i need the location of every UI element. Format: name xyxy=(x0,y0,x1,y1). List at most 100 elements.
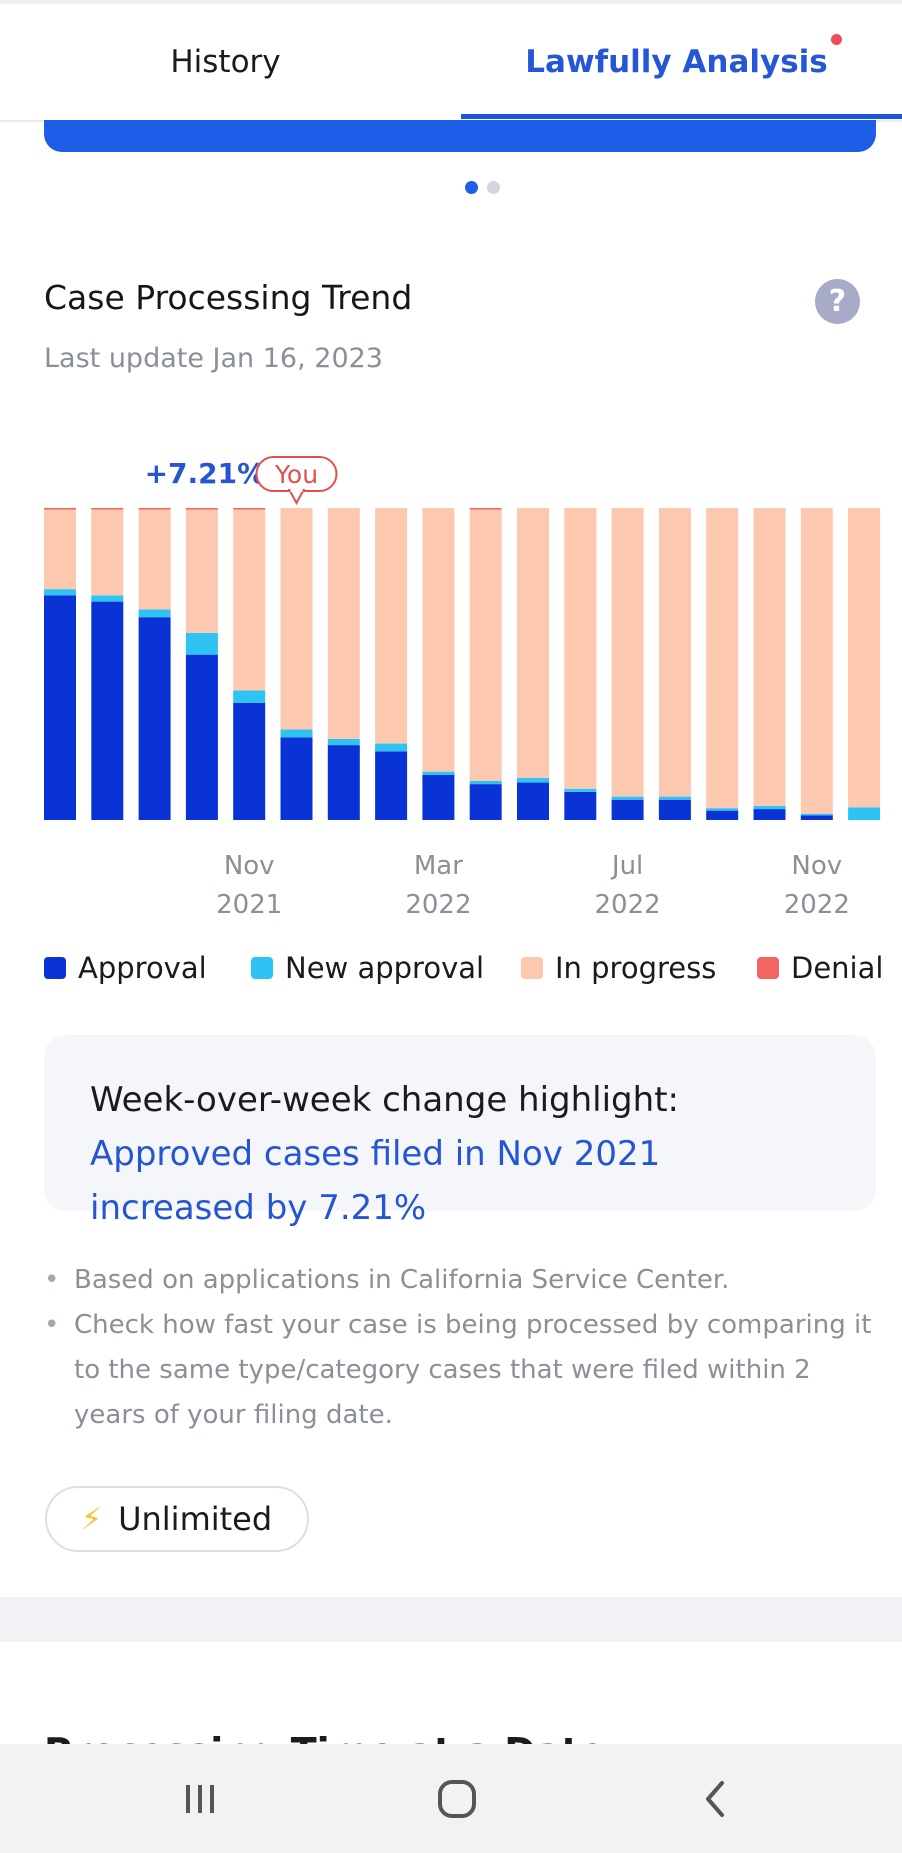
legend-new-approval: New approval xyxy=(251,946,484,990)
pager-dot-active[interactable] xyxy=(465,181,478,194)
x-tick-year: 2022 xyxy=(405,890,471,920)
notes-list: Based on applications in California Serv… xyxy=(44,1258,884,1438)
bar-new-approval-7 xyxy=(375,743,408,752)
bar-new-approval-9 xyxy=(469,781,502,785)
x-tick-month: Nov xyxy=(791,851,842,881)
tab-lawfully-analysis[interactable]: Lawfully Analysis xyxy=(451,4,902,120)
bar-new-approval-3 xyxy=(185,632,218,655)
bar-denial-3 xyxy=(185,508,218,510)
section-title: Case Processing Trend xyxy=(44,278,413,317)
last-update-text: Last update Jan 16, 2023 xyxy=(44,343,383,374)
bar-new-approval-2 xyxy=(138,609,171,618)
note-item: Check how fast your case is being proces… xyxy=(44,1303,884,1438)
lightning-icon: ⚡ xyxy=(81,1501,103,1537)
bar-approval-12 xyxy=(611,799,644,820)
bar-new-approval-6 xyxy=(327,738,360,746)
bar-new-approval-11 xyxy=(564,788,597,792)
bar-approval-0 xyxy=(44,595,76,820)
tab-history-label: History xyxy=(170,44,281,80)
bar-new-approval-12 xyxy=(611,796,644,800)
bar-new-approval-5 xyxy=(280,729,313,738)
bar-in-progress-11 xyxy=(564,508,597,789)
legend-label-approval: Approval xyxy=(78,951,207,985)
bar-approval-10 xyxy=(517,782,549,820)
x-tick-year: 2022 xyxy=(784,890,850,920)
carousel-banner[interactable] xyxy=(44,120,876,152)
you-marker-label: You xyxy=(274,460,318,489)
bar-approval-4 xyxy=(233,703,266,820)
bar-denial-9 xyxy=(469,508,502,510)
bar-approval-8 xyxy=(422,774,455,820)
bar-in-progress-9 xyxy=(469,509,502,781)
bar-in-progress-5 xyxy=(280,508,313,730)
unlimited-button[interactable]: ⚡ Unlimited xyxy=(45,1486,309,1552)
legend-swatch-new-approval xyxy=(251,957,273,979)
bar-in-progress-17 xyxy=(848,508,881,808)
bar-in-progress-10 xyxy=(517,508,549,778)
bar-in-progress-8 xyxy=(422,508,455,772)
change-annotation: +7.21% xyxy=(145,457,266,490)
bar-in-progress-15 xyxy=(753,508,786,806)
bar-approval-6 xyxy=(327,745,360,820)
bar-in-progress-4 xyxy=(233,509,266,691)
tab-bar: History Lawfully Analysis xyxy=(0,4,902,122)
bar-in-progress-7 xyxy=(375,508,408,744)
bar-in-progress-6 xyxy=(327,508,360,739)
bar-approval-9 xyxy=(469,784,502,820)
legend-label-new-approval: New approval xyxy=(285,951,485,985)
bar-approval-13 xyxy=(658,799,691,820)
bar-approval-5 xyxy=(280,737,313,820)
bar-approval-14 xyxy=(706,810,739,820)
recent-apps-icon[interactable] xyxy=(150,1744,250,1853)
bar-approval-11 xyxy=(564,791,597,820)
system-navigation-bar xyxy=(0,1744,902,1853)
bar-in-progress-14 xyxy=(706,508,739,809)
next-section-title-clip: Processing Time at a Date xyxy=(44,1700,844,1744)
bar-new-approval-0 xyxy=(44,589,76,596)
you-marker-pointer-mask xyxy=(290,488,303,492)
bar-in-progress-13 xyxy=(658,508,691,797)
x-tick-month: Jul xyxy=(610,851,643,881)
highlight-prefix: Week-over-week change highlight: xyxy=(90,1080,679,1120)
bar-new-approval-13 xyxy=(658,796,691,800)
legend-in-progress: In progress xyxy=(521,946,716,990)
bar-new-approval-4 xyxy=(233,690,266,703)
bar-in-progress-2 xyxy=(138,509,171,610)
help-icon[interactable]: ? xyxy=(815,279,860,324)
legend-swatch-denial xyxy=(757,957,779,979)
unlimited-label: Unlimited xyxy=(118,1500,273,1538)
bar-denial-2 xyxy=(138,508,171,510)
bar-in-progress-16 xyxy=(800,508,833,814)
bar-approval-16 xyxy=(800,815,833,820)
legend-label-in-progress: In progress xyxy=(555,951,717,985)
legend-swatch-approval xyxy=(44,957,66,979)
bar-denial-1 xyxy=(91,508,124,510)
bar-new-approval-10 xyxy=(517,777,549,783)
bar-approval-7 xyxy=(375,751,408,820)
tab-analysis-label-wrap: Lawfully Analysis xyxy=(525,34,842,80)
bar-new-approval-17 xyxy=(848,807,881,820)
bar-approval-15 xyxy=(753,809,786,820)
bar-in-progress-0 xyxy=(44,509,76,590)
highlight-text: Approved cases filed in Nov 2021 increas… xyxy=(90,1134,661,1228)
x-tick-month: Nov xyxy=(224,851,275,881)
x-tick-year: 2021 xyxy=(216,890,282,920)
legend-approval: Approval xyxy=(44,946,207,990)
bar-approval-3 xyxy=(185,654,218,820)
bar-new-approval-14 xyxy=(706,808,739,811)
bar-approval-1 xyxy=(91,601,124,820)
bar-in-progress-12 xyxy=(611,508,644,797)
bar-in-progress-3 xyxy=(185,509,218,633)
bar-denial-4 xyxy=(233,508,266,510)
home-icon[interactable] xyxy=(407,1744,507,1853)
x-tick-year: 2022 xyxy=(595,890,661,920)
bar-new-approval-16 xyxy=(800,813,833,816)
case-processing-chart: Nov 2021 Mar 2022 Jul 2022 Nov 2022 +7.21% You xyxy=(44,456,881,920)
notification-dot xyxy=(830,34,842,45)
highlight-card: Week-over-week change highlight: Approve… xyxy=(44,1035,876,1228)
tab-history[interactable]: History xyxy=(0,4,451,120)
back-icon[interactable] xyxy=(665,1744,765,1853)
pager-dot[interactable] xyxy=(487,181,500,194)
bar-denial-0 xyxy=(44,508,76,510)
active-tab-indicator xyxy=(461,114,902,119)
